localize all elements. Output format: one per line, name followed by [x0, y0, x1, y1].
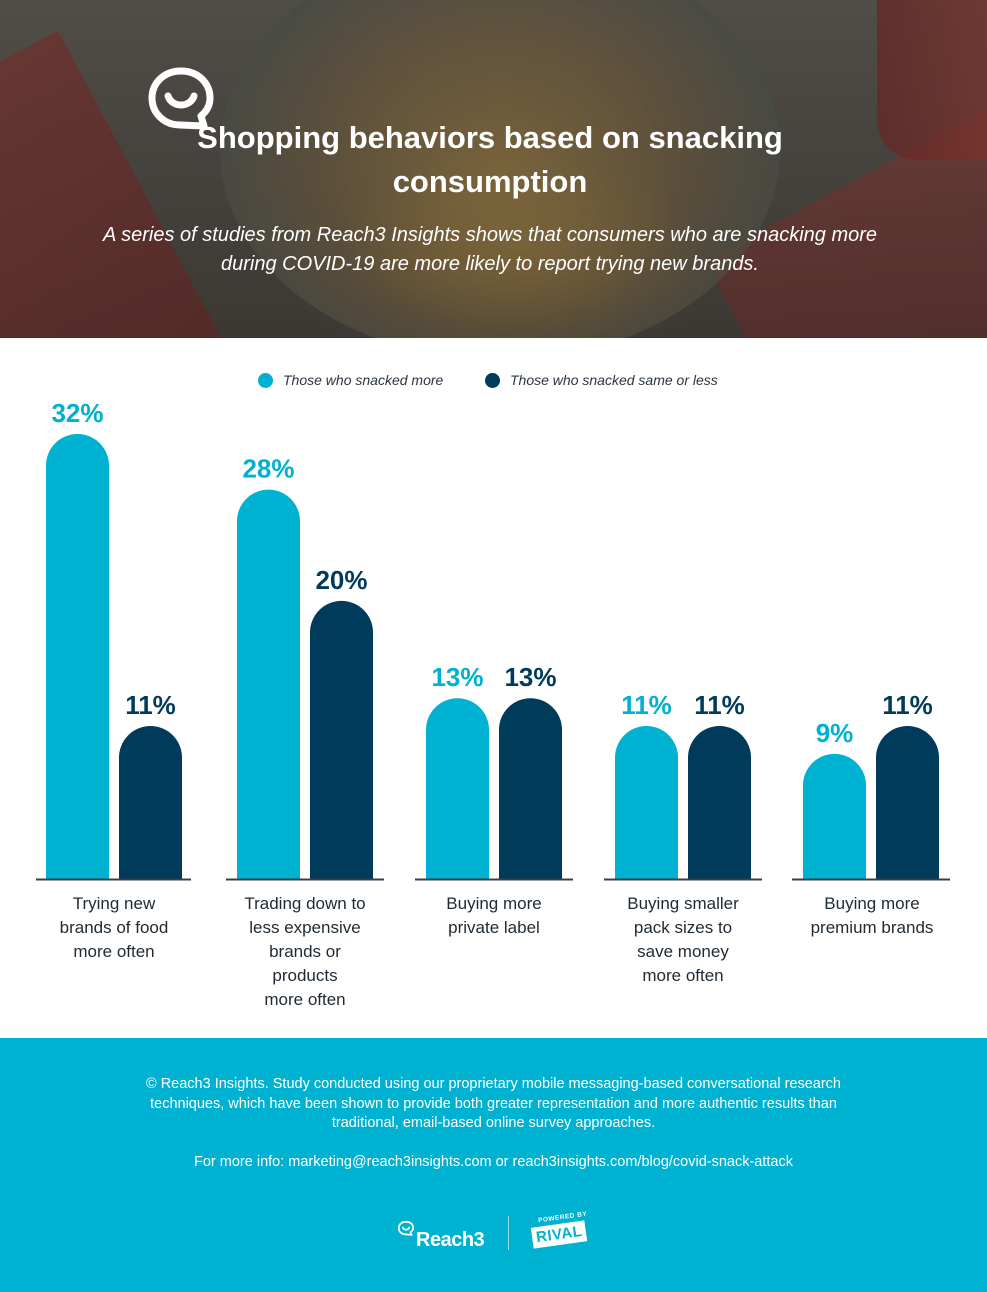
bar — [310, 600, 373, 879]
more-info-text: For more info: marketing@reach3insights.… — [194, 1154, 793, 1170]
bar-value-label: 11% — [694, 690, 745, 720]
bar-value-label: 28% — [242, 454, 294, 484]
background-photo-can — [877, 0, 987, 160]
page-title: Shopping behaviors based on snacking con… — [197, 120, 783, 199]
legend-label: Those who snacked same or less — [510, 372, 718, 388]
category-label: Buying more private label — [446, 894, 542, 937]
bar — [237, 489, 300, 879]
category-label: Buying smaller pack sizes to save money … — [627, 894, 739, 985]
rival-logo: POWERED BY RIVAL — [530, 1211, 592, 1254]
bar — [803, 753, 866, 879]
logo-divider — [508, 1216, 509, 1250]
bar-chart: 32% 11% 28% 20% 13% 13% 11% 11% 9% 11% — [36, 398, 950, 881]
copyright-note: © Reach3 Insights. Study conducted using… — [146, 1076, 841, 1131]
bar-value-label: 9% — [816, 718, 854, 748]
header-banner: Shopping behaviors based on snacking con… — [0, 0, 987, 338]
background-photo-chips-bowl — [220, 0, 780, 338]
legend-label: Those who snacked more — [283, 372, 444, 388]
bar-value-label: 13% — [504, 662, 556, 692]
reach3-logo: Reach3 — [397, 1212, 485, 1252]
page-subtitle: A series of studies from Reach3 Insights… — [102, 224, 878, 275]
legend-dot — [485, 372, 500, 388]
footer: © Reach3 Insights. Study conducted using… — [0, 1038, 987, 1292]
category-label: Trying new brands of food more often — [59, 894, 169, 961]
bar — [499, 698, 562, 879]
bar-value-label: 20% — [315, 565, 367, 595]
category-label: Buying more premium brands — [810, 894, 934, 937]
bar-value-label: 13% — [431, 662, 483, 692]
reach3-bubble-icon — [397, 1220, 415, 1236]
bar — [615, 726, 678, 879]
reach3-logo-text: Reach3 — [416, 1229, 485, 1251]
category-label: Trading down to less expensive brands or… — [244, 894, 366, 1009]
legend-item-snacked-more: Those who snacked more — [258, 370, 443, 390]
legend-item-snacked-same-or-less: Those who snacked same or less — [485, 370, 718, 390]
bar — [876, 726, 939, 879]
chat-bubble-smile-icon — [148, 67, 214, 130]
background-photo-shade — [0, 0, 987, 338]
bar-value-label: 11% — [621, 690, 672, 720]
bar-value-label: 11% — [125, 690, 176, 720]
legend-dot — [258, 372, 273, 388]
bar-value-label: 11% — [882, 690, 933, 720]
bar — [46, 434, 109, 879]
rival-logo-text: RIVAL — [530, 1220, 588, 1249]
bar — [119, 726, 182, 879]
bar — [426, 698, 489, 879]
bar-value-label: 32% — [51, 398, 103, 428]
bar — [688, 726, 751, 879]
